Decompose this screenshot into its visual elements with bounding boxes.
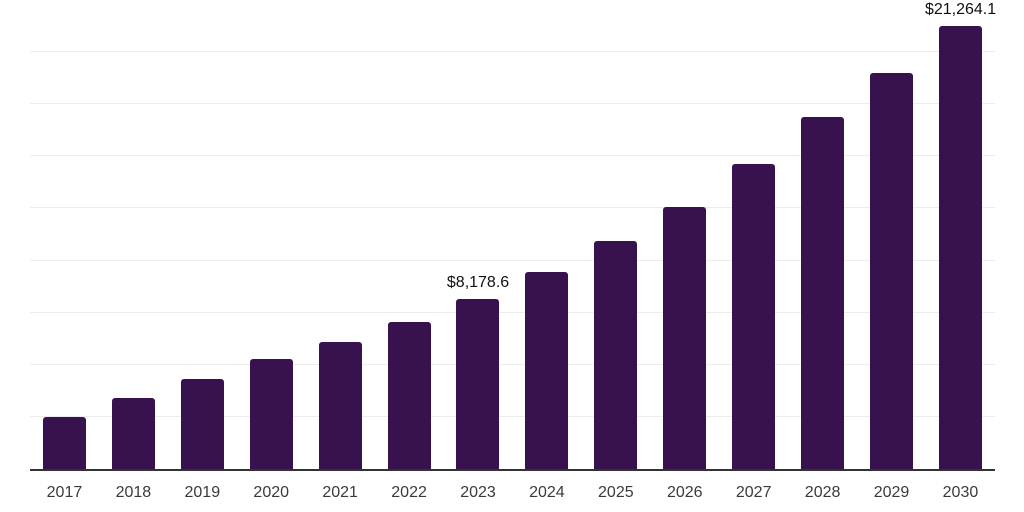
bar-2027 [732,164,776,469]
data-label-2030: $21,264.1 [924,1,997,18]
x-tick-2023: 2023 [460,484,496,501]
bar-slot-2019 [168,0,237,469]
bar-slot-2025 [581,0,650,469]
x-tick-2017: 2017 [46,484,83,501]
bar-2022 [387,322,431,469]
gridline [30,311,995,313]
bar-2020 [249,359,293,469]
bar-slot-2020 [237,0,306,469]
x-tick-2022: 2022 [391,484,427,501]
plot-area: $8,178.6 $21,264.1 [30,0,997,471]
x-tick-2021: 2021 [322,484,358,501]
bar-2024 [525,272,569,469]
gridline [30,103,995,105]
x-tick-2018: 2018 [115,484,152,501]
bar-2025 [594,241,638,469]
bar-slot-2022 [375,0,444,469]
bar-2019 [180,379,224,469]
gridline [30,259,995,261]
bar-slot-2018 [99,0,168,469]
bar-slot-2029 [857,0,926,469]
bar-slot-2028 [788,0,857,469]
bar-2029 [870,73,914,469]
bar-2026 [663,207,707,469]
gridline [30,155,995,157]
x-tick-2028: 2028 [804,484,841,501]
gridline [30,51,995,53]
gridline [30,363,995,365]
x-axis: 2017 2018 2019 2020 2021 2022 2023 2024 2025 2026… [30,484,995,502]
bar-2023 [456,299,500,469]
bar-slot-2023 [444,0,513,469]
bar-2030 [938,26,982,469]
bar-2018 [111,398,155,469]
bar-slot-2027 [719,0,788,469]
x-tick-2025: 2025 [598,484,634,501]
gridline [30,207,995,209]
bar-slot-2024 [512,0,581,469]
x-tick-2020: 2020 [253,484,290,501]
gridline [30,415,995,417]
bar-2028 [801,117,845,469]
x-tick-2019: 2019 [184,484,221,501]
bar-2017 [42,417,86,469]
x-tick-2029: 2029 [873,484,910,501]
x-tick-2030: 2030 [942,484,979,501]
bar-slot-2017 [30,0,99,469]
bar-slot-2021 [306,0,375,469]
bar-slot-2026 [650,0,719,469]
x-tick-2026: 2026 [666,484,703,501]
data-label-2023: $8,178.6 [446,274,510,291]
bar-2021 [318,342,362,469]
bar-slot-2030 [926,0,995,469]
bars-layer [30,0,995,469]
x-tick-2024: 2024 [529,484,565,501]
x-tick-2027: 2027 [735,484,772,501]
